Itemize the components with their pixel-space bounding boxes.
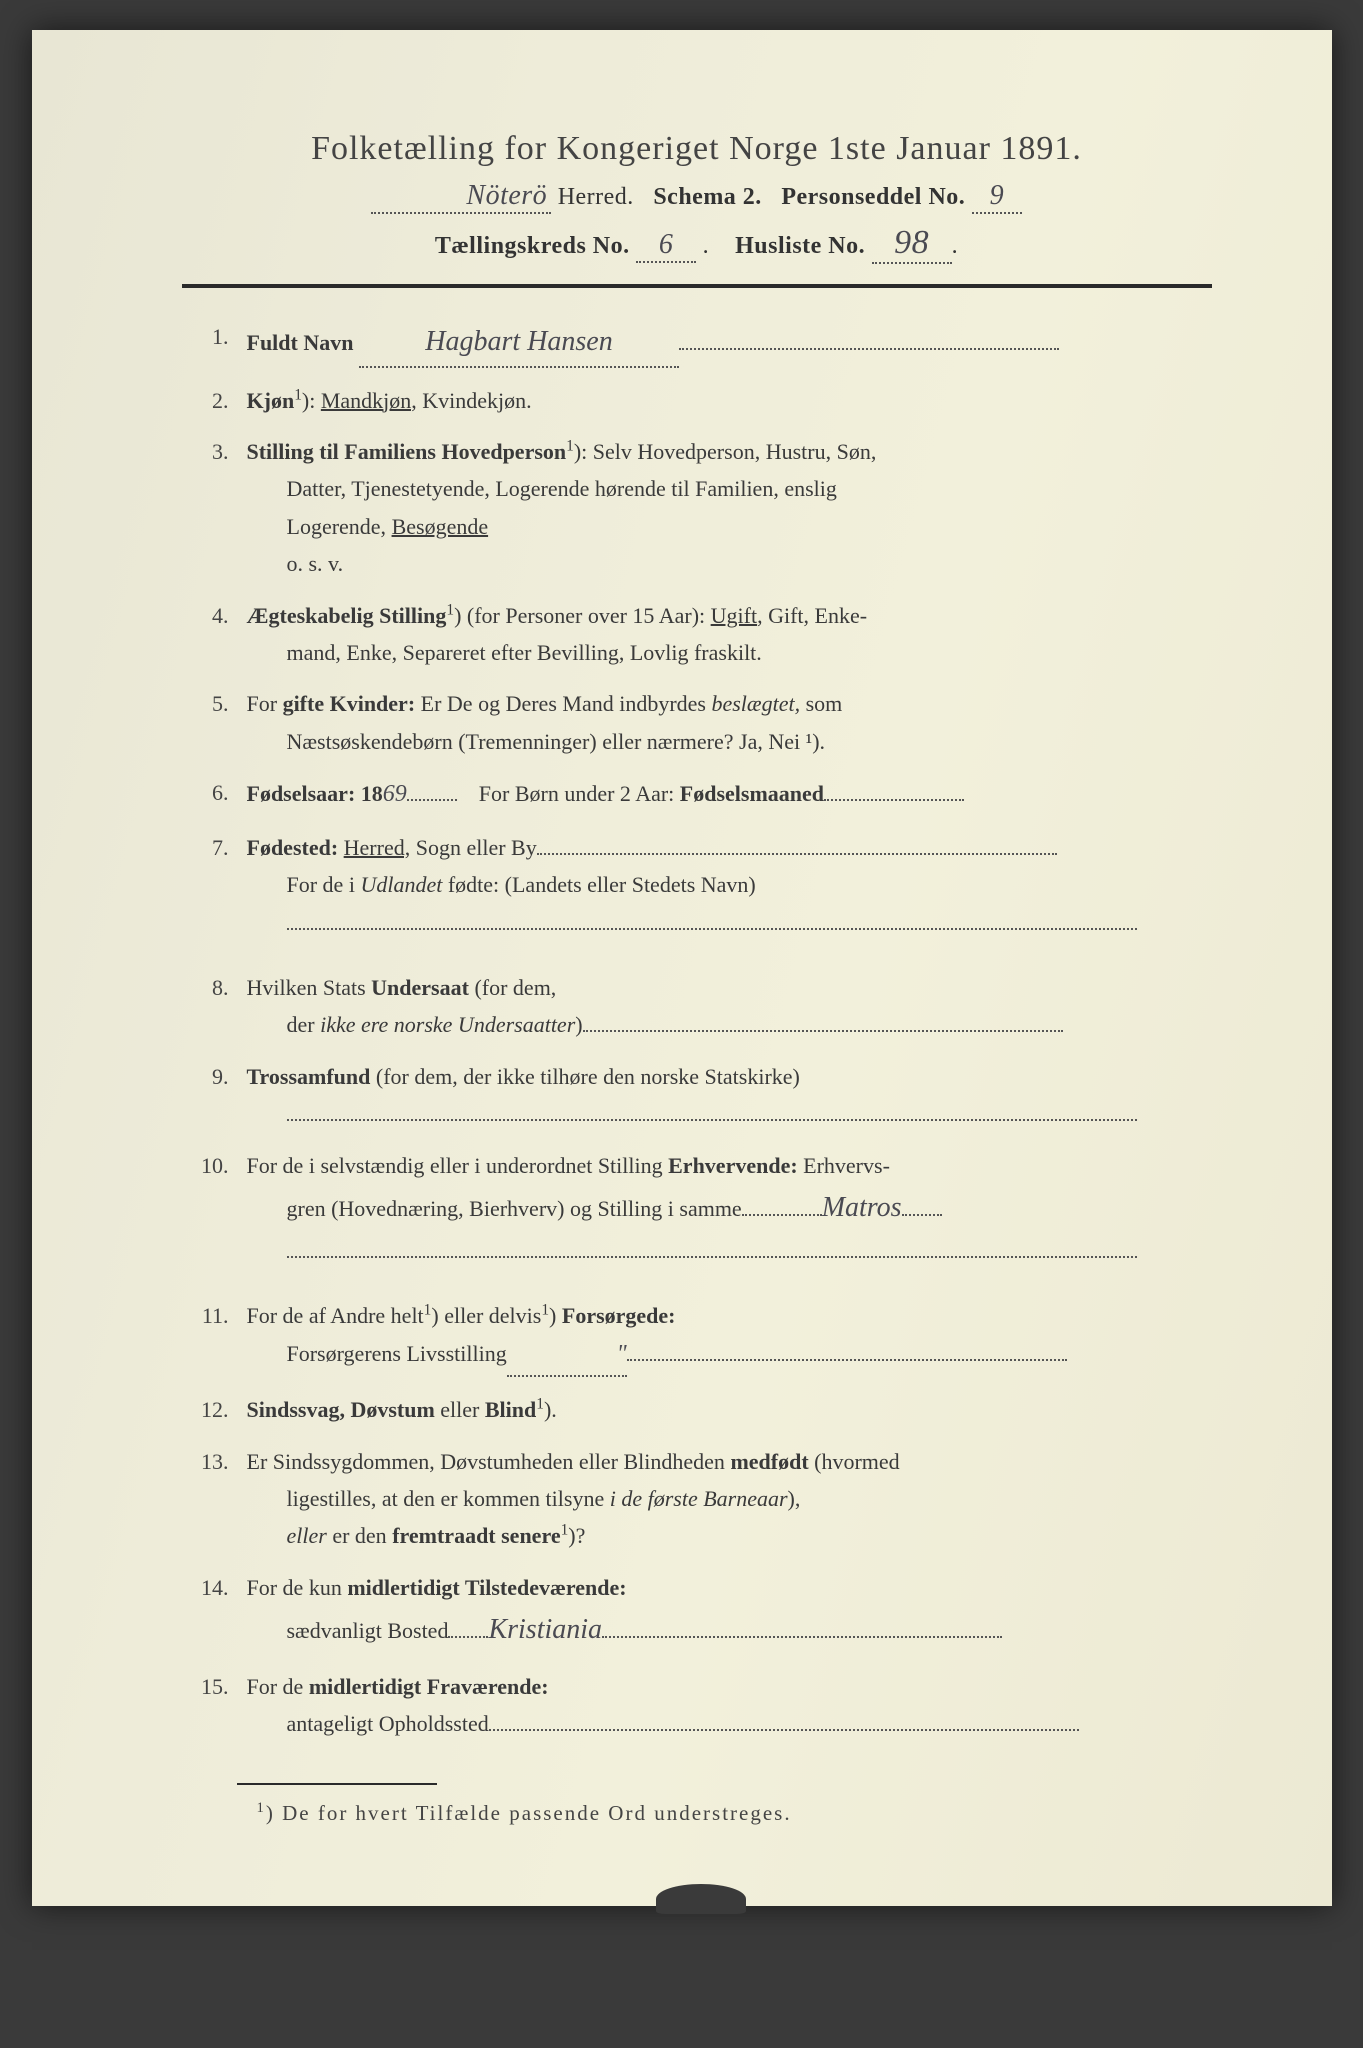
- item-body-7: Fødested: Herred, Sogn eller By For de i…: [247, 829, 1212, 941]
- item-body-12: Sindssvag, Døvstum eller Blind1).: [247, 1391, 1212, 1428]
- schema-label: Schema 2.: [653, 184, 762, 210]
- footnote: 1) De for hvert Tilfælde passende Ord un…: [182, 1800, 1212, 1826]
- item-body-3: Stilling til Familiens Hovedperson1): Se…: [247, 433, 1212, 583]
- item-num-5: 5.: [192, 685, 247, 760]
- q2-label: Kjøn: [247, 388, 295, 413]
- item-num-3: 3.: [192, 433, 247, 583]
- q11-value: ": [617, 1341, 627, 1367]
- item-num-7: 7.: [192, 829, 247, 941]
- item-body-8: Hvilken Stats Undersaat (for dem, der ik…: [247, 969, 1212, 1044]
- item-body-4: Ægteskabelig Stilling1) (for Personer ov…: [247, 597, 1212, 672]
- item-num-13: 13.: [192, 1443, 247, 1555]
- item-10: 10. For de i selvstændig eller i underor…: [192, 1147, 1212, 1269]
- q4-label: Ægteskabelig Stilling: [247, 603, 447, 628]
- item-5: 5. For gifte Kvinder: Er De og Deres Man…: [192, 685, 1212, 760]
- q1-value: Hagbart Hansen: [425, 318, 612, 366]
- item-3: 3. Stilling til Familiens Hovedperson1):…: [192, 433, 1212, 583]
- item-body-2: Kjøn1): Mandkjøn, Kvindekjøn.: [247, 382, 1212, 419]
- item-7: 7. Fødested: Herred, Sogn eller By For d…: [192, 829, 1212, 941]
- herred-value: Nöterö: [466, 180, 547, 212]
- item-14: 14. For de kun midlertidigt Tilstedevære…: [192, 1569, 1212, 1654]
- item-body-9: Trossamfund (for dem, der ikke tilhøre d…: [247, 1058, 1212, 1133]
- q1-label: Fuldt Navn: [247, 330, 354, 355]
- item-12: 12. Sindssvag, Døvstum eller Blind1).: [192, 1391, 1212, 1428]
- item-num-12: 12.: [192, 1391, 247, 1428]
- footnote-rule: [237, 1783, 437, 1785]
- item-body-6: Fødselsaar: 1869 For Børn under 2 Aar: F…: [247, 774, 1212, 815]
- item-num-9: 9.: [192, 1058, 247, 1133]
- personseddel-label: Personseddel No.: [781, 184, 965, 210]
- personseddel-no: 9: [990, 180, 1005, 212]
- item-body-11: For de af Andre helt1) eller delvis1) Fo…: [247, 1297, 1212, 1377]
- husliste-label: Husliste No.: [735, 233, 865, 259]
- item-6: 6. Fødselsaar: 1869 For Børn under 2 Aar…: [192, 774, 1212, 815]
- item-body-15: For de midlertidigt Fraværende: antageli…: [247, 1668, 1212, 1743]
- census-form-page: Folketælling for Kongeriget Norge 1ste J…: [32, 30, 1332, 1906]
- kreds-label: Tællingskreds No.: [435, 233, 630, 259]
- item-num-6: 6.: [192, 774, 247, 815]
- item-15: 15. For de midlertidigt Fraværende: anta…: [192, 1668, 1212, 1743]
- item-13: 13. Er Sindssygdommen, Døvstumheden elle…: [192, 1443, 1212, 1555]
- item-body-14: For de kun midlertidigt Tilstedeværende:…: [247, 1569, 1212, 1654]
- husliste-no: 98: [894, 224, 929, 262]
- item-num-8: 8.: [192, 969, 247, 1044]
- q6-year: 69: [383, 781, 407, 807]
- spacer: [192, 1283, 1212, 1297]
- form-items: 1. Fuldt Navn Hagbart Hansen 2. Kjøn1): …: [182, 318, 1212, 1743]
- item-num-10: 10.: [192, 1147, 247, 1269]
- form-header: Folketælling for Kongeriget Norge 1ste J…: [182, 130, 1212, 264]
- item-1: 1. Fuldt Navn Hagbart Hansen: [192, 318, 1212, 368]
- header-rule: [182, 284, 1212, 288]
- q10-value: Matros: [822, 1184, 902, 1232]
- item-num-15: 15.: [192, 1668, 247, 1743]
- item-2: 2. Kjøn1): Mandkjøn, Kvindekjøn.: [192, 382, 1212, 419]
- form-title: Folketælling for Kongeriget Norge 1ste J…: [182, 130, 1212, 168]
- q14-value: Kristiania: [488, 1606, 602, 1654]
- header-line-2: Nöterö Herred. Schema 2. Personseddel No…: [182, 180, 1212, 214]
- item-9: 9. Trossamfund (for dem, der ikke tilhør…: [192, 1058, 1212, 1133]
- item-body-10: For de i selvstændig eller i underordnet…: [247, 1147, 1212, 1269]
- item-11: 11. For de af Andre helt1) eller delvis1…: [192, 1297, 1212, 1377]
- item-4: 4. Ægteskabelig Stilling1) (for Personer…: [192, 597, 1212, 672]
- item-body-1: Fuldt Navn Hagbart Hansen: [247, 318, 1212, 368]
- q2-opt1: Mandkjøn,: [321, 388, 417, 413]
- item-body-13: Er Sindssygdommen, Døvstumheden eller Bl…: [247, 1443, 1212, 1555]
- herred-label: Herred.: [558, 184, 634, 210]
- item-num-2: 2.: [192, 382, 247, 419]
- header-line-3: Tællingskreds No. 6 . Husliste No. 98.: [182, 224, 1212, 264]
- item-8: 8. Hvilken Stats Undersaat (for dem, der…: [192, 969, 1212, 1044]
- item-num-4: 4.: [192, 597, 247, 672]
- spacer: [192, 955, 1212, 969]
- q2-opt2: Kvindekjøn.: [422, 388, 531, 413]
- item-body-5: For gifte Kvinder: Er De og Deres Mand i…: [247, 685, 1212, 760]
- page-tear: [656, 1884, 746, 1914]
- item-num-11: 11.: [192, 1297, 247, 1377]
- kreds-no: 6: [659, 229, 674, 261]
- q3-label: Stilling til Familiens Hovedperson: [247, 439, 567, 464]
- item-num-14: 14.: [192, 1569, 247, 1654]
- item-num-1: 1.: [192, 318, 247, 368]
